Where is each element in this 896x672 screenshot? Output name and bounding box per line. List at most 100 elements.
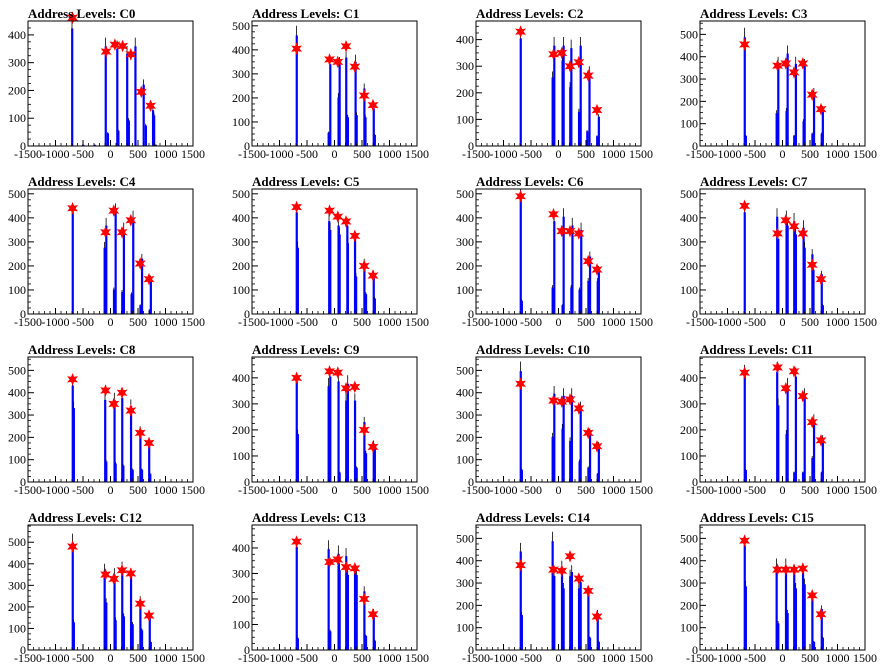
y-tick-label: 200 [456,259,474,273]
plot-frame [475,356,642,483]
histogram-bar [786,613,789,650]
x-tick-label: 1000 [826,483,850,497]
histogram-bar [794,234,797,314]
histogram-bar [519,38,522,147]
histogram-bar [364,453,368,482]
histogram-bar [132,218,135,314]
histogram-bar [793,135,796,146]
histogram-bar [337,381,340,482]
histogram-bar [112,289,116,314]
plot-frame [251,524,418,651]
peak-marker [591,440,603,453]
peak-marker [788,65,800,79]
y-tick-label: 200 [8,83,26,97]
histogram-bar [105,461,108,482]
panel-title: Address Levels: C13 [252,510,366,525]
peak-marker [116,386,128,400]
histogram-bar [775,565,778,650]
histogram-bar [71,28,74,147]
histogram-bar [562,45,565,147]
histogram-bar [337,553,340,650]
peak-marker [291,371,302,385]
histogram-bar [743,212,746,314]
histogram-bar [295,381,298,482]
plot-frame [699,356,866,483]
peak-marker [797,389,809,403]
histogram-bar [134,46,137,147]
y-tick-label: 300 [680,576,698,590]
histogram-bar [142,84,145,146]
histogram-bar [553,393,556,482]
peak-marker [143,609,155,622]
plot-frame [475,524,642,651]
histogram-bar [803,395,806,482]
histogram-bar [346,383,349,482]
histogram-bar [553,45,556,147]
x-tick-label: -1500 [686,315,714,329]
y-tick-label: 100 [456,621,474,635]
histogram-bar [519,371,522,482]
peak-marker [291,42,302,55]
peak-marker [564,59,576,73]
x-tick-label: 0 [556,315,562,329]
histogram-bar [562,216,565,314]
peak-marker [582,426,594,440]
y-tick-label: 500 [456,363,474,377]
x-tick-label: -500 [520,651,542,665]
y-tick-label: 400 [232,371,250,385]
peak-marker [788,563,800,576]
y-tick-label: 200 [232,91,250,105]
histogram-bar [820,608,823,650]
x-tick-label: 1000 [602,483,626,497]
histogram-bar [139,430,142,482]
peak-marker [772,563,784,576]
histogram-bar [743,374,746,482]
peak-marker [797,562,809,575]
peak-marker [134,426,146,440]
histogram-bar [551,541,554,650]
x-tick-label: 1500 [405,315,429,329]
y-tick-label: 300 [8,56,26,70]
y-tick-label: 100 [232,115,250,129]
y-tick-label: 200 [232,592,250,606]
histogram-bar [519,199,522,314]
peak-marker [125,48,137,61]
y-tick-label: 400 [8,386,26,400]
x-tick-label: -1000 [714,315,742,329]
histogram-bar [551,287,554,314]
x-tick-label: 0 [780,315,786,329]
peak-marker [349,60,361,73]
histogram-bar [821,438,824,482]
histogram-plot: 0 100 200 300 400 500 -1500 -1000 -500 0 500 1000 15… [8,356,205,497]
plot-frame [699,524,866,651]
histogram-bar [570,287,573,314]
histogram-bar [329,376,332,482]
panel-title: Address Levels: C0 [28,6,136,21]
y-tick-label: 200 [232,259,250,273]
peak-marker [135,85,147,99]
histogram-bar [345,57,348,146]
histogram-bar [579,408,582,482]
histogram-plot: 0 100 200 300 400 -1500 -1000 -500 0 500 1000 1500 [232,356,429,497]
peak-marker [573,55,585,69]
y-tick-label: 0 [692,643,698,657]
x-tick-label: -1500 [238,147,266,161]
x-tick-label: -1000 [42,147,70,161]
y-tick-label: 300 [456,235,474,249]
histogram-bar [131,624,134,650]
histogram-bar [786,225,789,314]
histogram-bar [820,274,823,314]
peak-marker [582,254,594,268]
y-tick-label: 300 [680,235,698,249]
histogram-bar [744,135,747,146]
histogram-bar [802,227,805,314]
peak-marker [67,372,78,386]
plot-frame [27,356,194,483]
panel-title: Address Levels: C3 [700,6,808,21]
histogram-bar [121,291,124,314]
histogram-panel: 0 100 200 300 400 500 -1500 -1000 -500 0 500 1000 15… [672,168,896,336]
x-tick-label: -1000 [714,651,742,665]
y-tick-label: 500 [456,187,474,201]
histogram-bar [149,278,152,314]
